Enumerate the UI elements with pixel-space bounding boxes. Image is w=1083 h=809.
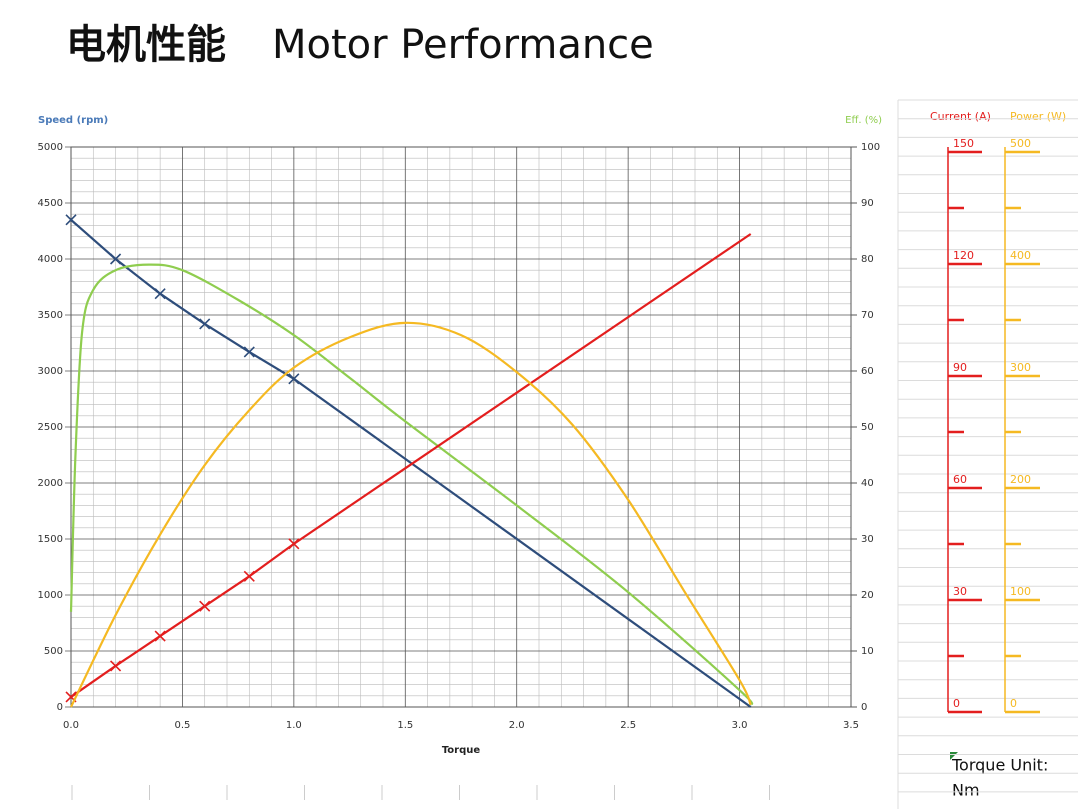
y2-tick-label: 60 bbox=[861, 366, 874, 377]
y3-tick-label: 120 bbox=[953, 249, 974, 262]
x-tick-label: 1.5 bbox=[397, 720, 413, 731]
y2-tick-label: 0 bbox=[861, 702, 867, 713]
point-marker bbox=[110, 660, 122, 672]
point-marker bbox=[65, 214, 77, 226]
y-axis-title: Speed (rpm) bbox=[38, 115, 108, 126]
y3-tick-label: 150 bbox=[953, 137, 974, 150]
y4-tick-label: 500 bbox=[1010, 137, 1031, 150]
y-tick-label: 2000 bbox=[38, 478, 63, 489]
y-tick-label: 500 bbox=[44, 646, 63, 657]
y2-tick-label: 80 bbox=[861, 254, 874, 265]
y2-tick-label: 100 bbox=[861, 142, 880, 153]
point-marker bbox=[288, 373, 300, 385]
y3-tick-label: 30 bbox=[953, 585, 967, 598]
y-tick-label: 3500 bbox=[38, 310, 63, 321]
y2-tick-label: 20 bbox=[861, 590, 874, 601]
y4-tick-label: 0 bbox=[1010, 697, 1017, 710]
x-tick-label: 2.5 bbox=[620, 720, 636, 731]
y2-tick-label: 10 bbox=[861, 646, 874, 657]
x-tick-label: 0.5 bbox=[174, 720, 190, 731]
point-marker bbox=[154, 288, 166, 300]
point-marker bbox=[243, 346, 255, 358]
point-marker bbox=[154, 630, 166, 642]
note: Torque Unit: bbox=[951, 756, 1048, 775]
y3-tick-label: 90 bbox=[953, 361, 967, 374]
y3-tick-label: 0 bbox=[953, 697, 960, 710]
y4-axis-title: Power (W) bbox=[1010, 110, 1066, 123]
y-tick-label: 5000 bbox=[38, 142, 63, 153]
series-line bbox=[69, 263, 754, 706]
y2-tick-label: 50 bbox=[861, 422, 874, 433]
x-axis-title: Torque bbox=[442, 745, 481, 756]
y2-tick-label: 90 bbox=[861, 198, 874, 209]
y-tick-label: 0 bbox=[57, 702, 63, 713]
y4-tick-label: 300 bbox=[1010, 361, 1031, 374]
y2-tick-label: 30 bbox=[861, 534, 874, 545]
y-tick-label: 1500 bbox=[38, 534, 63, 545]
y2-tick-label: 70 bbox=[861, 310, 874, 321]
x-tick-label: 3.0 bbox=[732, 720, 748, 731]
y-tick-label: 2500 bbox=[38, 422, 63, 433]
x-tick-label: 1.0 bbox=[286, 720, 302, 731]
y-tick-label: 1000 bbox=[38, 590, 63, 601]
x-tick-label: 2.0 bbox=[509, 720, 525, 731]
point-marker bbox=[110, 253, 122, 265]
y-tick-label: 4000 bbox=[38, 254, 63, 265]
y2-axis-title: Eff. (%) bbox=[845, 115, 882, 126]
title-cn: 电机性能 bbox=[66, 22, 226, 68]
y-tick-label: 3000 bbox=[38, 366, 63, 377]
x-tick-label: 3.5 bbox=[843, 720, 859, 731]
point-marker bbox=[243, 570, 255, 582]
point-marker bbox=[199, 600, 211, 612]
y3-tick-label: 60 bbox=[953, 473, 967, 486]
point-marker bbox=[199, 318, 211, 330]
series-line bbox=[70, 321, 752, 708]
y4-tick-label: 400 bbox=[1010, 249, 1031, 262]
y3-axis-title: Current (A) bbox=[930, 110, 991, 123]
x-tick-label: 0.0 bbox=[63, 720, 79, 731]
y4-tick-label: 200 bbox=[1010, 473, 1031, 486]
plot-frame bbox=[70, 146, 852, 708]
y4-tick-label: 100 bbox=[1010, 585, 1031, 598]
point-marker bbox=[288, 538, 300, 550]
y2-tick-label: 40 bbox=[861, 478, 874, 489]
note: Nm bbox=[952, 781, 980, 800]
y-tick-label: 4500 bbox=[38, 198, 63, 209]
title-en: Motor Performance bbox=[272, 22, 654, 68]
